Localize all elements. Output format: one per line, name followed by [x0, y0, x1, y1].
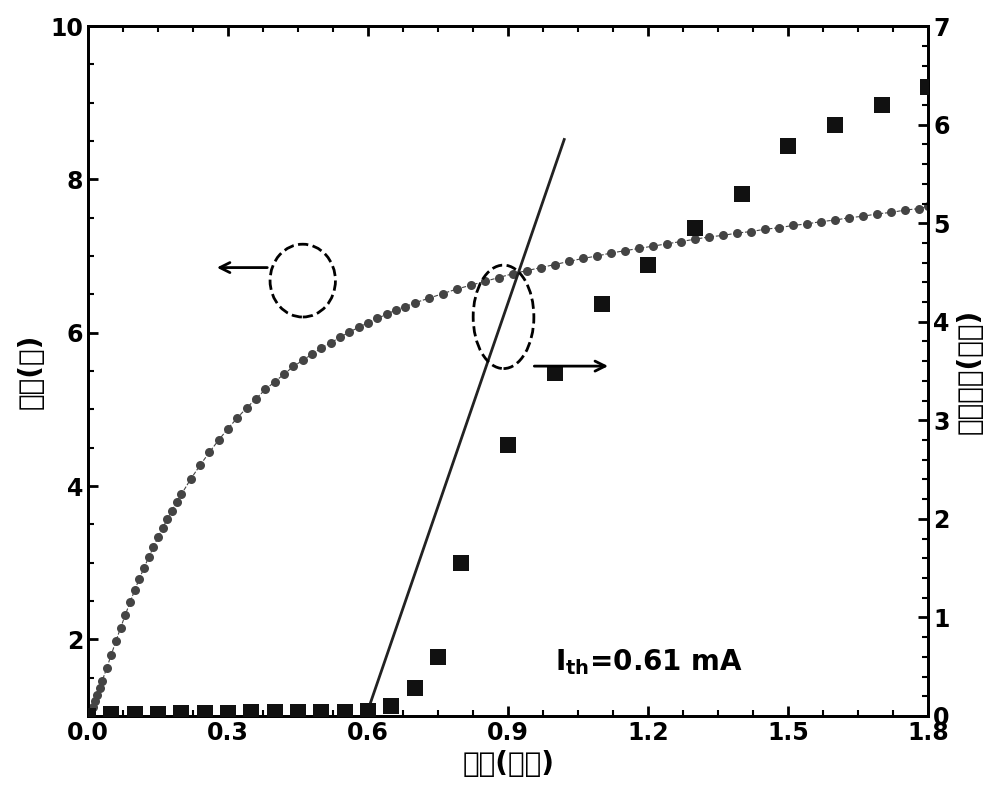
- Y-axis label: 电压(伏): 电压(伏): [17, 333, 45, 409]
- X-axis label: 电流(毫安): 电流(毫安): [462, 750, 554, 778]
- Y-axis label: 输出功率(微瓦): 输出功率(微瓦): [955, 308, 983, 433]
- Text: I$_{\mathbf{th}}$=0.61 mA: I$_{\mathbf{th}}$=0.61 mA: [555, 647, 743, 677]
